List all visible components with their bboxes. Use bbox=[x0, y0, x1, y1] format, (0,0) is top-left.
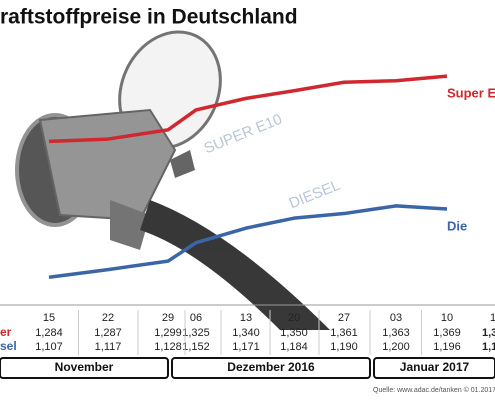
value-label: 1,340 bbox=[232, 327, 260, 339]
month-band bbox=[0, 357, 169, 379]
value-label: 1,369 bbox=[433, 327, 461, 339]
month-label: Dezember 2016 bbox=[227, 360, 315, 374]
x-tick-label: 29 bbox=[162, 312, 174, 324]
month-band bbox=[373, 357, 495, 379]
x-tick-label: 06 bbox=[190, 312, 202, 324]
value-label: 1,363 bbox=[382, 327, 410, 339]
line-label: Super E bbox=[447, 86, 495, 101]
row-label: er bbox=[0, 325, 12, 339]
value-label: 1,171 bbox=[232, 341, 260, 353]
x-tick-label: 20 bbox=[288, 312, 300, 324]
value-label: 1,3 bbox=[482, 327, 495, 339]
x-tick-label: 13 bbox=[240, 312, 252, 324]
value-label: 1,200 bbox=[382, 341, 410, 353]
value-label: 1,350 bbox=[280, 327, 308, 339]
value-label: 1,287 bbox=[94, 327, 122, 339]
decor-label: SUPER E10 bbox=[202, 111, 285, 158]
line-label: Die bbox=[447, 218, 467, 233]
value-label: 1,1 bbox=[482, 341, 495, 353]
source: Quelle: www.adac.de/tanken © 01.2017 bbox=[373, 386, 495, 394]
x-tick-label: 22 bbox=[102, 312, 114, 324]
value-label: 1,190 bbox=[330, 341, 358, 353]
value-label: 1,107 bbox=[35, 341, 63, 353]
value-label: 1,284 bbox=[35, 327, 63, 339]
x-tick-label: 10 bbox=[441, 312, 453, 324]
decor-label: DIESEL bbox=[287, 177, 343, 213]
chart-title: raftstoffpreise in Deutschland bbox=[0, 6, 298, 29]
series-line bbox=[48, 204, 448, 280]
value-label: 1,361 bbox=[330, 327, 358, 339]
pump-illustration bbox=[15, 30, 330, 330]
value-label: 1,128 bbox=[154, 341, 182, 353]
value-label: 1,117 bbox=[95, 341, 122, 353]
x-tick-label: 03 bbox=[390, 312, 402, 324]
value-label: 1,325 bbox=[182, 327, 210, 339]
value-label: 1,184 bbox=[280, 341, 308, 353]
x-tick-label: 1 bbox=[490, 312, 495, 324]
value-label: 1,196 bbox=[433, 341, 461, 353]
series-line bbox=[48, 74, 448, 144]
x-tick-label: 15 bbox=[43, 312, 55, 324]
month-label: Januar 2017 bbox=[400, 360, 470, 374]
value-label: 1,299 bbox=[154, 327, 182, 339]
value-label: 1,152 bbox=[182, 341, 210, 353]
month-label: November bbox=[55, 360, 114, 374]
month-band bbox=[171, 357, 371, 379]
row-label: sel bbox=[0, 339, 17, 353]
x-tick-label: 27 bbox=[338, 312, 350, 324]
